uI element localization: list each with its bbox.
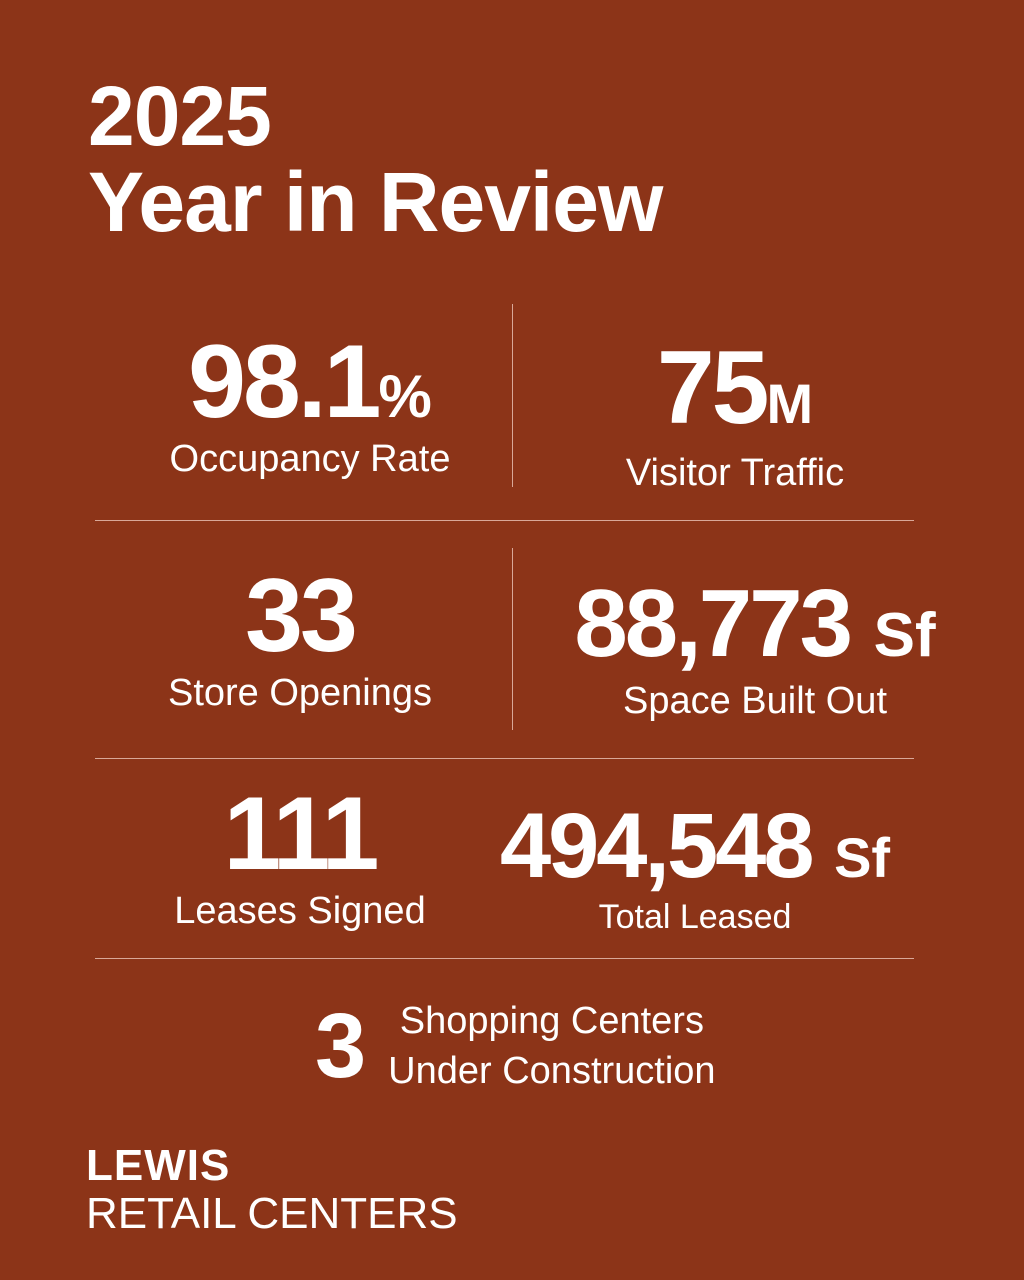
stat-number: 3 bbox=[315, 995, 367, 1097]
stat-number: 88,773 bbox=[574, 570, 853, 677]
stat-total-leased: 494,548 Sf Total Leased bbox=[455, 800, 935, 934]
stat-value: 75M bbox=[515, 336, 955, 440]
page-title: Year in Review bbox=[88, 155, 663, 249]
logo-line-1: LEWIS bbox=[86, 1141, 231, 1190]
stat-store-openings: 33 Store Openings bbox=[110, 564, 490, 712]
stat-label: Visitor Traffic bbox=[625, 452, 845, 494]
stat-shopping-centers-under-construction: 3 Shopping Centers Under Construction bbox=[315, 996, 716, 1096]
company-logo: LEWIS RETAIL CENTERS bbox=[86, 1144, 458, 1236]
horizontal-divider-3 bbox=[95, 958, 914, 959]
stat-label: Store Openings bbox=[167, 672, 433, 714]
stat-space-built-out: 88,773 Sf Space Built Out bbox=[515, 576, 995, 722]
stat-label: Leases Signed bbox=[174, 890, 426, 932]
stat-visitor-traffic: 75M Visitor Traffic bbox=[515, 336, 955, 492]
stat-label-line-2: Under Construction bbox=[388, 1050, 716, 1092]
stat-label: Total Leased bbox=[598, 898, 792, 936]
logo-line-2: RETAIL CENTERS bbox=[86, 1189, 458, 1238]
stat-leases-signed: 111 Leases Signed bbox=[110, 782, 490, 930]
stat-unit: Sf bbox=[873, 601, 936, 670]
vertical-divider-middle bbox=[512, 548, 513, 730]
stat-number: 111 bbox=[223, 776, 379, 892]
stat-value: 494,548 Sf bbox=[455, 800, 935, 892]
stat-number: 75 bbox=[656, 330, 770, 446]
stat-value: 98.1% bbox=[110, 330, 510, 434]
stat-label: Shopping Centers Under Construction bbox=[388, 996, 715, 1096]
stat-number: 33 bbox=[245, 558, 358, 674]
horizontal-divider-2 bbox=[95, 758, 914, 759]
stat-value: 88,773 Sf bbox=[515, 576, 995, 672]
stat-unit: % bbox=[378, 363, 432, 430]
stat-label: Occupancy Rate bbox=[169, 438, 451, 480]
stat-label: Space Built Out bbox=[622, 680, 888, 722]
stat-number: 98.1 bbox=[188, 324, 381, 440]
horizontal-divider-1 bbox=[95, 520, 914, 521]
stat-occupancy-rate: 98.1% Occupancy Rate bbox=[110, 330, 510, 478]
stat-number: 494,548 bbox=[499, 795, 815, 897]
page-title-year: 2025 bbox=[88, 69, 272, 163]
vertical-divider-top bbox=[512, 304, 513, 487]
stat-unit: Sf bbox=[834, 826, 891, 889]
stat-value: 111 bbox=[110, 782, 490, 886]
stat-label-line-1: Shopping Centers bbox=[399, 1000, 704, 1042]
stat-unit: M bbox=[766, 372, 814, 435]
stat-value: 33 bbox=[110, 564, 490, 668]
